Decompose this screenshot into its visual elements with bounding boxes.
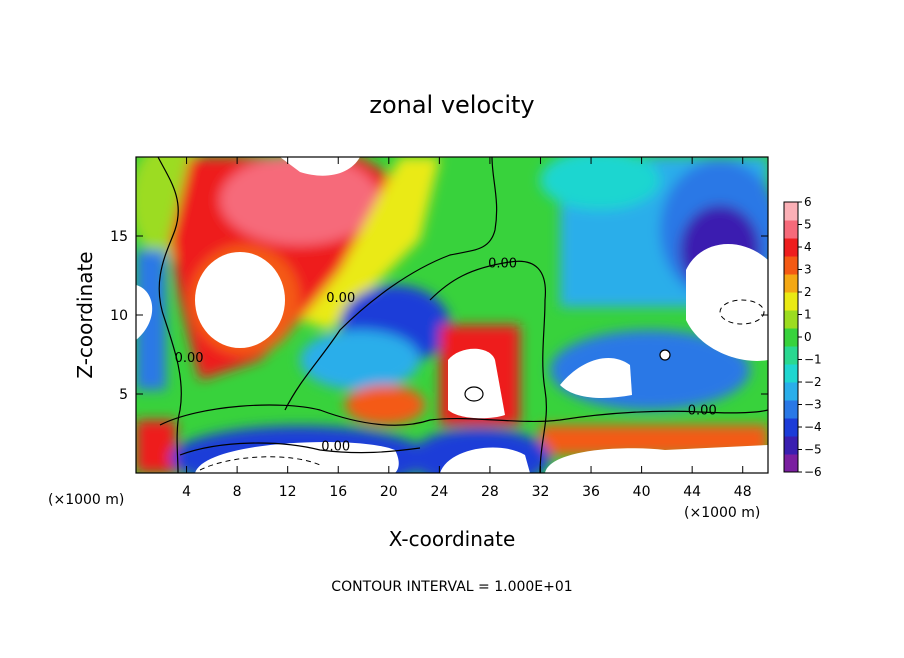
x-tick-label: 44: [683, 484, 701, 500]
colorbar-tick-label: 2: [804, 285, 812, 299]
colorbar-swatch: [784, 238, 798, 257]
chart-title: zonal velocity: [369, 91, 534, 119]
contour-interval-note: CONTOUR INTERVAL = 1.000E+01: [331, 579, 572, 595]
colorbar-tick-label: 3: [804, 263, 812, 277]
colorbar-tick-label: −1: [804, 353, 822, 367]
x-tick-label: 48: [734, 484, 752, 500]
colorbar-tick-label: 4: [804, 240, 812, 254]
colorbar-tick-label: −6: [804, 465, 822, 479]
colorbar-swatch: [784, 220, 798, 239]
colorbar-swatch: [784, 202, 798, 221]
x-tick-label: 24: [430, 484, 448, 500]
x-tick-label: 32: [532, 484, 550, 500]
contour-label: 0.00: [688, 403, 717, 418]
colorbar-swatch: [784, 256, 798, 275]
contour-label: 0.00: [488, 256, 517, 271]
contour-label: 0.00: [321, 440, 350, 455]
x-tick-label: 20: [380, 484, 398, 500]
colorbar-tick-label: 0: [804, 330, 812, 344]
x-tick-label: 40: [633, 484, 651, 500]
x-tick-label: 36: [582, 484, 600, 500]
x-axis-label: X-coordinate: [389, 527, 516, 551]
colorbar-swatch: [784, 418, 798, 437]
x-tick-label: 16: [329, 484, 347, 500]
x-unit-right: (×1000 m): [684, 505, 760, 521]
colorbar-swatch: [784, 274, 798, 293]
colorbar-swatch: [784, 436, 798, 455]
colorbar-tick-label: −3: [804, 398, 822, 412]
x-unit-left: (×1000 m): [48, 492, 124, 508]
y-tick-label: 10: [110, 308, 128, 324]
colorbar-swatch: [784, 382, 798, 401]
colorbar-swatch: [784, 364, 798, 383]
colorbar-tick-label: 5: [804, 218, 812, 232]
contour-label: 0.00: [175, 351, 204, 366]
colorbar: 6 5 4 3 2 1 0 −1 −2 −3 −4 −5 −6: [783, 195, 822, 479]
y-axis-ticks: 5 10 15: [110, 229, 768, 403]
x-tick-label: 12: [279, 484, 297, 500]
y-axis-label: Z-coordinate: [73, 251, 97, 378]
x-tick-label: 28: [481, 484, 499, 500]
y-tick-label: 5: [119, 387, 128, 403]
colorbar-swatch: [784, 454, 798, 473]
colorbar-swatch: [784, 328, 798, 347]
velocity-field: 0.00 0.00 0.00 0.00 0.00: [136, 157, 768, 473]
colorbar-tick-label: 6: [804, 195, 812, 209]
colorbar-tick-label: −2: [804, 375, 822, 389]
colorbar-swatch: [784, 292, 798, 311]
x-axis-ticks: 4 8 12 16 20 24 28 32 36 40 44 48: [182, 157, 752, 500]
colorbar-swatch: [784, 310, 798, 329]
x-tick-label: 4: [182, 484, 191, 500]
colorbar-tick-label: −5: [804, 443, 822, 457]
colorbar-swatch: [784, 346, 798, 365]
contour-label: 0.00: [326, 291, 355, 306]
x-tick-label: 8: [233, 484, 242, 500]
y-tick-label: 15: [110, 229, 128, 245]
colorbar-tick-label: −4: [804, 420, 822, 434]
colorbar-swatch: [784, 400, 798, 419]
colorbar-tick-label: 1: [804, 308, 812, 322]
